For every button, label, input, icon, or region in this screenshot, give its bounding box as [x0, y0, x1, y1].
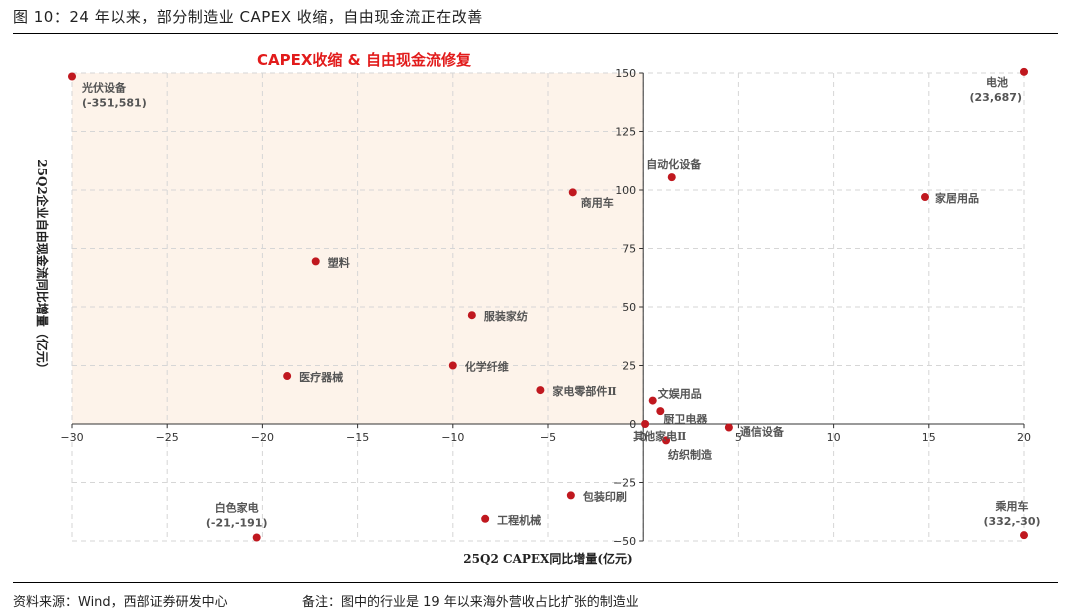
data-label: 服装家纺	[484, 309, 528, 323]
scatter-chart: −30 −25 −20 −15 −10 −5 0 5 10 15 20 −50−2502550751…	[35, 51, 1041, 566]
y-tick-label: 50	[622, 301, 636, 314]
x-tick-label: 20	[1017, 431, 1031, 444]
x-axis-label: 25Q2 CAPEX同比增量(亿元)	[463, 551, 632, 566]
data-label: 光伏设备	[81, 81, 127, 95]
data-point	[568, 188, 577, 197]
data-point	[656, 407, 665, 416]
y-tick-label: 75	[622, 243, 636, 256]
data-point	[448, 361, 457, 370]
data-label: 通信设备	[740, 425, 785, 439]
x-tick-label: 0	[640, 431, 647, 444]
figure-title: 图 10：24 年以来，部分制造业 CAPEX 收缩，自由现金流正在改善	[13, 8, 483, 26]
data-label: 文娱用品	[658, 387, 702, 401]
data-label: 塑料	[328, 255, 350, 269]
data-point	[662, 436, 671, 445]
x-tick-label: −5	[540, 431, 556, 444]
data-point	[536, 386, 545, 395]
footer-source: 资料来源：Wind，西部证券研发中心	[13, 595, 228, 610]
x-tick-label: 5	[735, 431, 742, 444]
data-point	[641, 420, 650, 428]
data-label: 厨卫电器	[663, 412, 708, 426]
data-points	[68, 67, 1028, 542]
data-label: 白色家电	[215, 500, 259, 514]
highlight-title: CAPEX收缩 & 自由现金流修复	[257, 51, 472, 69]
x-tick-label: −15	[346, 431, 369, 444]
data-point	[1020, 531, 1028, 540]
top-rule	[13, 33, 1058, 34]
data-label: 包装印刷	[582, 489, 627, 503]
y-tick-labels: −50 −25 0 25 50 75 100 125 150	[613, 67, 636, 548]
y-tick-label: −50	[613, 535, 636, 548]
data-point	[724, 423, 733, 432]
data-point	[481, 514, 490, 523]
y-tick-label: 100	[615, 184, 636, 197]
x-tick-labels: −30 −25 −20 −15 −10 −5 0 5 10 15 20	[60, 431, 1031, 444]
x-tick-label: −10	[441, 431, 464, 444]
x-tick-label: −30	[60, 431, 83, 444]
x-tick-label: 15	[922, 431, 936, 444]
y-axis-label: 25Q2企业自由现金流同比增量（亿元）	[35, 159, 50, 375]
data-label: 自动化设备	[646, 157, 702, 171]
data-label: 商用车	[581, 195, 614, 209]
axes	[71, 72, 1025, 542]
data-point	[311, 257, 320, 266]
data-label: 乘用车	[995, 499, 1029, 513]
y-tick-label: 25	[622, 360, 636, 373]
data-point	[648, 396, 657, 405]
y-tick-label: 150	[615, 67, 636, 80]
data-point	[1020, 67, 1028, 76]
data-point	[566, 491, 575, 500]
data-label: 家电零部件Ⅱ	[552, 384, 616, 398]
x-tick-label: −25	[156, 431, 179, 444]
data-label: 电池	[986, 75, 1008, 89]
data-label: 家居用品	[935, 191, 979, 205]
data-point	[667, 173, 676, 182]
data-point	[467, 311, 476, 320]
data-label: 工程机械	[497, 513, 541, 527]
data-point	[68, 72, 76, 81]
data-value-label: (332,-30)	[983, 515, 1040, 528]
data-value-label: (-351,581)	[82, 97, 147, 110]
data-label: 医疗器械	[299, 370, 343, 384]
data-value-label: (23,687)	[969, 91, 1022, 104]
data-value-label: (-21,-191)	[206, 516, 268, 529]
data-label: 化学纤维	[465, 360, 509, 374]
footer-note: 备注：图中的行业是 19 年以来海外营收占比扩张的制造业	[302, 595, 639, 610]
y-tick-label: 125	[615, 126, 636, 139]
data-point	[252, 533, 261, 542]
x-tick-label: 10	[827, 431, 841, 444]
data-point	[920, 193, 929, 202]
bottom-rule	[13, 582, 1058, 583]
data-point	[283, 372, 292, 381]
data-label: 纺织制造	[668, 447, 713, 461]
y-tick-label: −25	[613, 477, 636, 490]
data-label: 其他家电Ⅱ	[633, 429, 686, 443]
y-tick-label: 0	[629, 418, 636, 431]
x-tick-label: −20	[251, 431, 274, 444]
